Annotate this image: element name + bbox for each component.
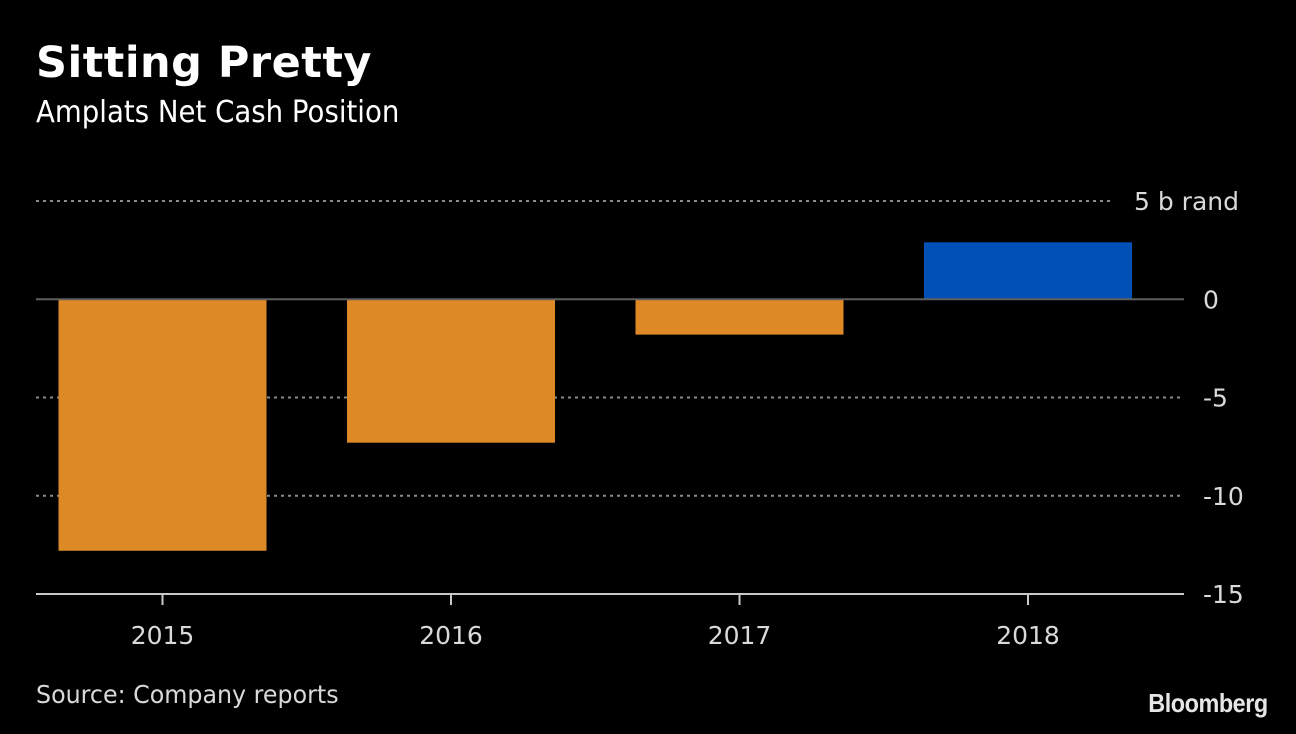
y-tick-label: 5 b rand xyxy=(1134,187,1239,216)
bar-2015 xyxy=(58,299,267,551)
bar-2016 xyxy=(347,299,555,443)
y-tick-label: 0 xyxy=(1203,285,1219,314)
y-tick-label: -5 xyxy=(1203,384,1228,413)
bar-layer xyxy=(58,242,1132,551)
x-tick-label: 2015 xyxy=(131,621,195,650)
bloomberg-logo: Bloomberg xyxy=(1148,688,1269,718)
chart-subtitle: Amplats Net Cash Position xyxy=(36,95,400,130)
x-tick-label: 2017 xyxy=(708,621,772,650)
x-tick-label: 2016 xyxy=(419,621,483,650)
axis-layer: 5 b rand 0 -5 -10 -15 2015 2016 2017 2018 xyxy=(36,187,1244,650)
bar-2017 xyxy=(635,299,844,335)
bar-2018 xyxy=(924,242,1132,300)
y-tick-label: -10 xyxy=(1203,482,1244,511)
x-tick-label: 2018 xyxy=(996,621,1060,650)
y-tick-label: -15 xyxy=(1203,580,1244,609)
chart-title: Sitting Pretty xyxy=(36,38,372,88)
source-note: Source: Company reports xyxy=(36,680,339,709)
